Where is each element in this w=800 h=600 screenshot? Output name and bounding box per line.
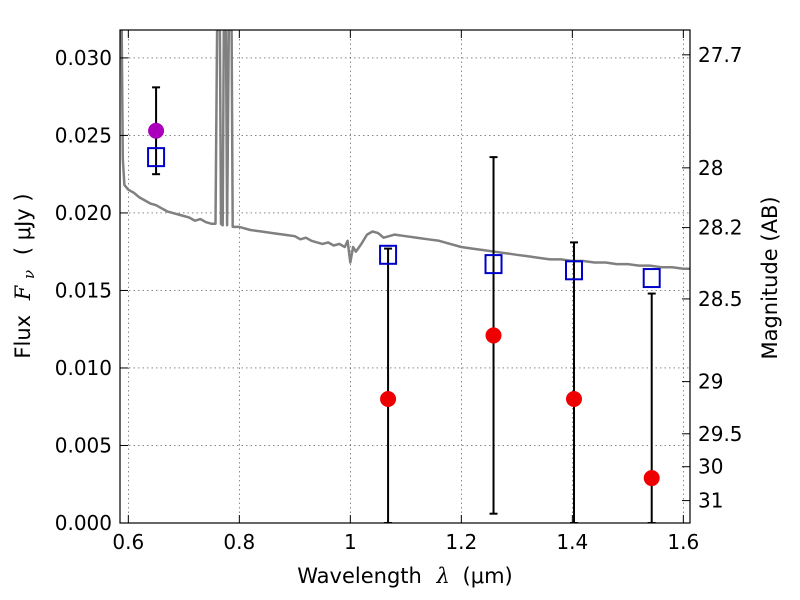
y-tick-label: 0.005 <box>55 433 112 457</box>
y-axis-title-main: Flux <box>11 315 35 359</box>
y2-axis-title: Magnitude (AB) <box>758 196 782 359</box>
x-tick-label: 0.6 <box>112 530 144 554</box>
y-axis-ticks: 0.000 0.005 0.010 0.015 0.020 0.025 0.030 <box>55 46 128 535</box>
y2-axis-ticks: 27.7 28 28.2 28.5 29 29.5 30 31 <box>682 43 743 513</box>
y2-tick-label: 28 <box>698 156 723 180</box>
model-square-marker <box>565 260 584 281</box>
y2-tick-label: 29 <box>698 370 723 394</box>
y-tick-label: 0.000 <box>55 511 112 535</box>
x-axis-title-symbol: λ <box>436 564 450 588</box>
y2-tick-label: 29.5 <box>698 422 743 446</box>
model-square-marker <box>642 268 661 289</box>
y-axis-title-unit: ( μJy ) <box>11 193 35 255</box>
x-axis-title: Wavelength λ (μm) <box>297 564 512 588</box>
data-point-marker <box>643 470 660 487</box>
plot-frame <box>119 29 691 524</box>
x-axis-title-main: Wavelength <box>297 564 422 588</box>
y-axis-title-symbol: F <box>11 284 35 301</box>
y-axis-title: Flux F ν ( μJy ) <box>11 193 39 358</box>
y-tick-label: 0.020 <box>55 201 112 225</box>
x-axis-ticks: 0.6 0.8 1 1.2 1.4 1.6 <box>112 30 699 554</box>
y-tick-label: 0.030 <box>55 46 112 70</box>
y-tick-label: 0.010 <box>55 356 112 380</box>
grid-lines <box>120 30 690 524</box>
x-tick-label: 0.8 <box>223 530 255 554</box>
y2-tick-label: 28.5 <box>698 287 743 311</box>
spectrum-line <box>120 30 690 270</box>
x-tick-label: 1.6 <box>667 530 699 554</box>
plot-area <box>120 30 690 523</box>
model-square-marker <box>379 244 398 265</box>
y2-tick-label: 31 <box>698 489 723 513</box>
y-tick-label: 0.015 <box>55 278 112 302</box>
x-tick-label: 1.4 <box>556 530 588 554</box>
data-point-marker <box>485 327 502 344</box>
y-tick-label: 0.025 <box>55 123 112 147</box>
y-axis-title-subscript: ν <box>20 270 38 279</box>
data-point-marker <box>380 390 397 407</box>
model-square-marker <box>147 147 166 168</box>
x-tick-label: 1.2 <box>445 530 477 554</box>
data-point-marker <box>148 122 165 139</box>
y2-tick-label: 27.7 <box>698 43 743 67</box>
x-tick-label: 1 <box>344 530 357 554</box>
y2-tick-label: 28.2 <box>698 216 743 240</box>
model-square-marker <box>484 254 503 275</box>
x-axis-title-unit: (μm) <box>463 564 513 588</box>
data-point-marker <box>566 390 583 407</box>
y2-tick-label: 30 <box>698 455 723 479</box>
